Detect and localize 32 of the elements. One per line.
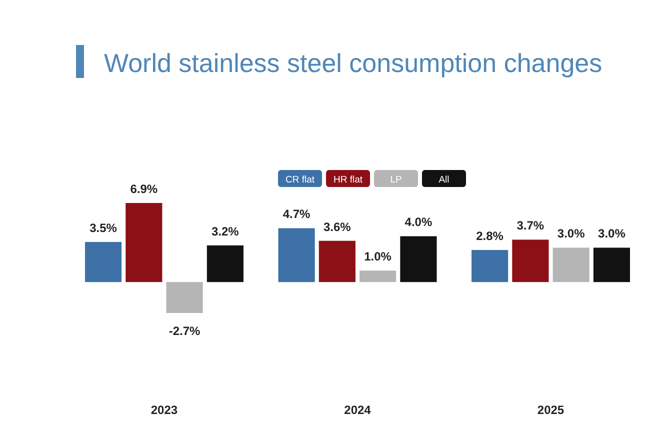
data-label: 3.7%	[516, 218, 544, 233]
bar	[126, 203, 162, 282]
data-label: 3.6%	[324, 220, 352, 234]
data-label: -2.7%	[168, 324, 201, 338]
x-tick-label: 2024	[344, 403, 372, 417]
bar	[85, 242, 122, 282]
bar	[593, 248, 630, 282]
data-label: 4.7%	[282, 207, 311, 222]
bar	[278, 228, 315, 282]
text: CR flat	[285, 174, 315, 186]
bar	[472, 250, 508, 282]
data-label: 2.8%	[476, 228, 504, 243]
chart-title: World stainless steel consumption changes	[104, 48, 602, 78]
bar	[360, 270, 396, 282]
text: All	[438, 174, 450, 186]
text: HR flat	[333, 174, 363, 186]
data-label: 3.2%	[212, 224, 240, 238]
data-label: 3.5%	[90, 220, 118, 235]
bar	[166, 282, 203, 313]
data-label: 6.9%	[130, 182, 158, 196]
text: LP	[390, 174, 402, 186]
bar	[512, 240, 549, 282]
data-label: 3.0%	[557, 226, 586, 241]
bar	[318, 240, 356, 282]
data-label: 1.0%	[364, 250, 392, 264]
bar	[206, 245, 244, 282]
data-label: 3.0%	[598, 226, 626, 241]
x-tick-label: 2023	[150, 403, 178, 417]
bar	[400, 236, 437, 282]
x-tick-label: 2025	[537, 403, 564, 417]
data-label: 4.0%	[404, 215, 432, 230]
bar	[552, 248, 590, 282]
